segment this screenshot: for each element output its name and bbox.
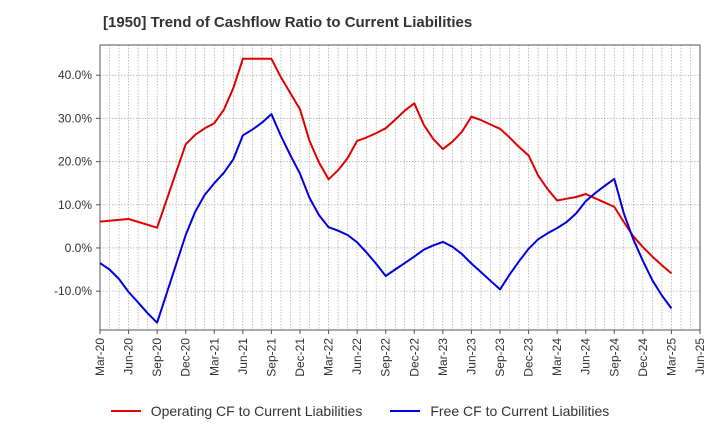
x-tick-label: Jun-20	[122, 338, 136, 375]
x-tick-label: Mar-24	[550, 338, 564, 376]
x-tick-label: Dec-20	[179, 338, 193, 377]
legend-item-operating-cf: Operating CF to Current Liabilities	[110, 403, 363, 419]
series-line-free-cf	[99, 113, 673, 324]
x-tick-label: Dec-24	[636, 338, 650, 377]
x-tick-label: Sep-22	[379, 338, 393, 377]
series-line-operating-cf	[99, 57, 673, 275]
chart-legend: Operating CF to Current Liabilities Free…	[0, 403, 720, 419]
x-tick-label: Jun-23	[464, 338, 478, 375]
legend-item-free-cf: Free CF to Current Liabilities	[390, 403, 609, 419]
y-tick-label: 40.0%	[58, 68, 92, 82]
x-tick-label: Dec-22	[407, 338, 421, 377]
legend-swatch-operating-cf	[110, 410, 141, 412]
x-tick-label: Mar-25	[664, 338, 678, 376]
x-tick-label: Sep-23	[493, 338, 507, 377]
y-tick-label: 30.0%	[58, 111, 92, 125]
x-tick-label: Jun-21	[236, 338, 250, 375]
x-tick-label: Jun-24	[579, 338, 593, 375]
x-tick-label: Mar-20	[93, 338, 107, 376]
line-chart: -10.0% 0.0% 10.0% 20.0% 30.0% 40.0% Mar-20 Jun-…	[54, 44, 707, 377]
x-tick-label: Sep-20	[150, 338, 164, 377]
legend-label-free-cf: Free CF to Current Liabilities	[430, 403, 610, 419]
x-tick-label: Mar-21	[207, 338, 221, 376]
x-tick-label: Jun-25	[693, 338, 707, 375]
chart-title: [1950] Trend of Cashflow Ratio to Curren…	[103, 14, 473, 31]
y-tick-label: -10.0%	[54, 284, 92, 298]
x-tick-label: Mar-22	[322, 338, 336, 376]
x-tick-label: Sep-24	[607, 338, 621, 377]
y-tick-label: 10.0%	[58, 198, 92, 212]
x-tick-label: Sep-21	[264, 338, 278, 377]
legend-label-operating-cf: Operating CF to Current Liabilities	[150, 403, 363, 419]
y-tick-label: 20.0%	[58, 155, 92, 169]
x-tick-label: Dec-23	[522, 338, 536, 377]
plot-area-border	[99, 44, 701, 331]
x-tick-label: Dec-21	[293, 338, 307, 377]
legend-swatch-free-cf	[390, 410, 421, 412]
x-tick-label: Jun-22	[350, 338, 364, 375]
x-tick-label: Mar-23	[436, 338, 450, 376]
y-tick-label: 0.0%	[65, 241, 93, 255]
